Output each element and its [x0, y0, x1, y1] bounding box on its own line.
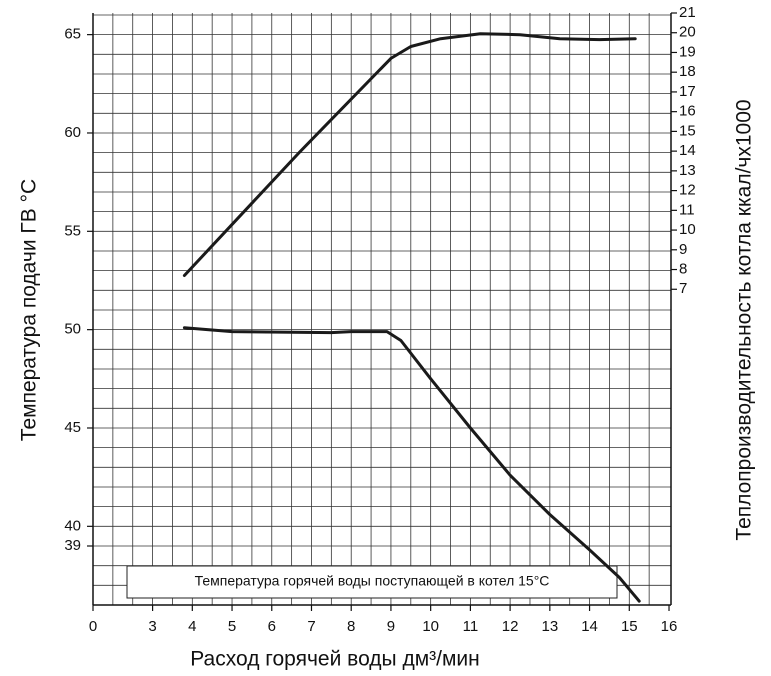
- y2-tick-label: 13: [679, 162, 696, 179]
- x-tick-label: 12: [502, 618, 519, 635]
- x-tick-label: 16: [661, 618, 678, 635]
- y2-tick-label: 16: [679, 103, 696, 120]
- x-tick-label: 13: [541, 618, 558, 635]
- y2-tick-label: 9: [679, 241, 687, 258]
- note-box: [126, 565, 618, 599]
- x-tick-label: 11: [463, 618, 479, 635]
- grid: [93, 13, 671, 605]
- x-tick-label: 5: [228, 618, 236, 635]
- x-tick-label: 15: [621, 618, 638, 635]
- x-tick-label: 9: [387, 618, 395, 635]
- x-tick-label: 3: [148, 618, 156, 635]
- y-tick-label: 55: [64, 222, 81, 239]
- y-tick-label: 45: [64, 419, 81, 436]
- y2-tick-label: 14: [679, 142, 696, 159]
- x-tick-label: 14: [581, 618, 598, 635]
- y2-tick-label: 17: [679, 83, 696, 100]
- y-tick-label: 60: [64, 124, 81, 141]
- y2-tick-label: 11: [679, 201, 695, 218]
- y2-tick-label: 15: [679, 122, 696, 139]
- x-tick-label: 8: [347, 618, 355, 635]
- y2-tick-label: 21: [679, 4, 696, 21]
- y2-tick-label: 7: [679, 280, 687, 297]
- y-tick-label: 40: [64, 517, 81, 534]
- x-axis-label: Расход горячей воды дм³/мин: [190, 648, 480, 671]
- x-tick-label: 4: [188, 618, 196, 635]
- line-series: [182, 32, 637, 277]
- y2-tick-label: 12: [679, 182, 696, 199]
- y-tick-label: 50: [64, 321, 81, 338]
- y2-tick-label: 20: [679, 24, 696, 41]
- line-series: [182, 326, 641, 603]
- annotation: Температура горячей воды поступающей в к…: [195, 573, 550, 589]
- y2-tick-label: 10: [679, 221, 696, 238]
- y2-axis-label: Теплопроизводительность котла ккал/чх100…: [733, 99, 756, 540]
- y2-tick-label: 8: [679, 261, 687, 278]
- y-tick-label: 39: [64, 537, 81, 554]
- y-axis-label: Температура подачи ГВ °C: [18, 179, 41, 441]
- y-tick-label: 65: [64, 26, 81, 43]
- x-tick-label: 0: [89, 618, 97, 635]
- x-tick-label: 10: [422, 618, 439, 635]
- y2-tick-label: 19: [679, 43, 696, 60]
- y2-tick-label: 18: [679, 63, 696, 80]
- x-tick-label: 7: [307, 618, 315, 635]
- x-tick-label: 6: [268, 618, 276, 635]
